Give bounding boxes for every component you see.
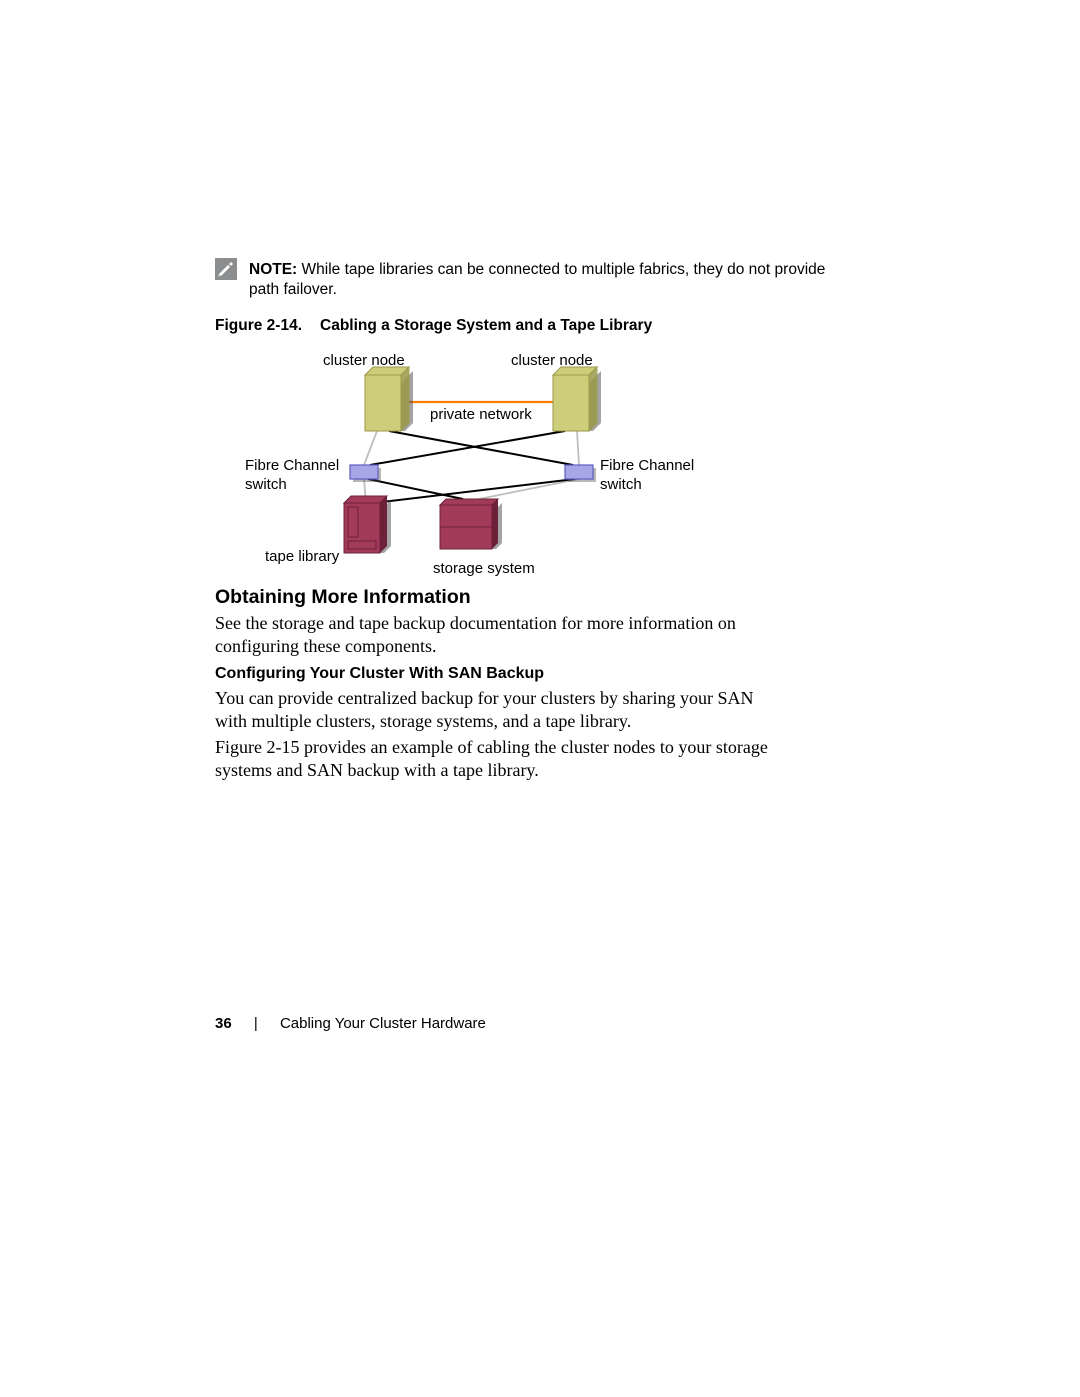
figure-number: Figure 2-14. (215, 317, 302, 334)
body-config-1: You can provide centralized backup for y… (215, 687, 780, 733)
note-body: While tape libraries can be connected to… (249, 261, 825, 298)
note-block: NOTE: While tape libraries can be connec… (215, 260, 835, 300)
footer-separator: | (254, 1015, 258, 1032)
pencil-icon (215, 258, 237, 280)
body-config-2: Figure 2-15 provides an example of cabli… (215, 736, 780, 782)
page-footer: 36 | Cabling Your Cluster Hardware (215, 1015, 486, 1032)
figure-title: Cabling a Storage System and a Tape Libr… (320, 317, 652, 334)
label-tape-library: tape library (265, 548, 339, 567)
label-fc-switch-right: Fibre Channel switch (600, 457, 694, 495)
note-text: NOTE: While tape libraries can be connec… (249, 260, 835, 300)
label-fc-switch-left: Fibre Channel switch (245, 457, 339, 495)
label-private-network: private network (430, 406, 532, 425)
figure-caption: Figure 2-14. Cabling a Storage System and… (215, 317, 652, 335)
body-obtaining: See the storage and tape backup document… (215, 612, 780, 658)
heading-obtaining: Obtaining More Information (215, 586, 471, 609)
heading-config-san: Configuring Your Cluster With SAN Backup (215, 665, 544, 683)
label-storage-system: storage system (433, 560, 535, 579)
footer-section: Cabling Your Cluster Hardware (280, 1015, 486, 1032)
page-number: 36 (215, 1015, 232, 1032)
figure-diagram: cluster node cluster node private networ… (215, 340, 775, 580)
label-cluster-node-left: cluster node (323, 352, 405, 371)
note-label: NOTE: (249, 261, 297, 278)
label-cluster-node-right: cluster node (511, 352, 593, 371)
